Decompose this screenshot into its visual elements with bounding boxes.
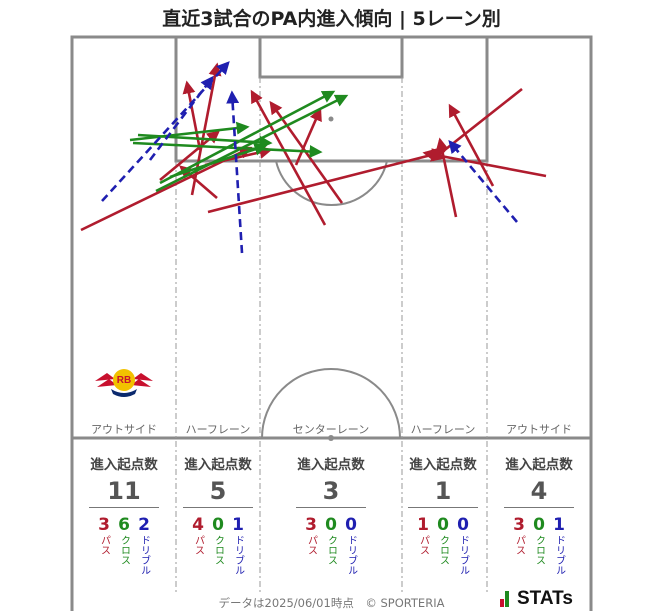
lane-name: アウトサイド (91, 423, 157, 436)
centre-circle (261, 368, 401, 439)
brand-logo: STATs (500, 588, 573, 610)
pass-arrow (182, 80, 202, 151)
cross-count: 0 クロス (529, 515, 549, 569)
dribble-count: 2 ドリブル (134, 515, 154, 579)
count-value: 1 (553, 515, 565, 535)
count-type-label: パス (98, 535, 110, 555)
stat-divider (504, 507, 574, 508)
pass-arrow (250, 89, 327, 226)
count-value: 0 (533, 515, 545, 535)
entry-count-label: 進入起点数 (90, 457, 158, 473)
dribble-arrow (448, 140, 518, 223)
count-type-label: パス (513, 535, 525, 555)
centre-spot (328, 435, 334, 441)
count-type-label: ドリブル (138, 535, 150, 575)
count-type-label: クロス (325, 535, 337, 565)
chart-title: 直近3試合のPA内進入傾向 | 5レーン別 (162, 8, 501, 30)
entry-count-total: 4 (530, 477, 548, 505)
stat-divider (89, 507, 159, 508)
cross-count: 6 クロス (114, 515, 134, 569)
penalty-spot (328, 116, 334, 122)
pass-arrows (80, 62, 547, 232)
entry-count-label: 進入起点数 (184, 457, 252, 473)
brand-mark-icon (500, 591, 512, 607)
count-value: 0 (345, 515, 357, 535)
cross-arrow (169, 143, 268, 179)
pass-count: 3 パス (509, 515, 529, 559)
dribble-arrow (148, 75, 214, 161)
count-value: 6 (118, 515, 130, 535)
count-type-label: パス (417, 535, 429, 555)
count-value: 0 (457, 515, 469, 535)
stat-divider (408, 507, 478, 508)
count-type-label: クロス (437, 535, 449, 565)
svg-text:RB: RB (117, 375, 131, 386)
pass-count: 1 パス (413, 515, 433, 559)
count-value: 3 (98, 515, 110, 535)
count-type-label: ドリブル (457, 535, 469, 575)
cross-count: 0 クロス (433, 515, 453, 569)
dribble-arrows (101, 61, 518, 254)
entry-count-total: 11 (107, 477, 141, 505)
dribble-arrow (226, 90, 244, 254)
stat-divider (296, 507, 366, 508)
pass-arrow (435, 137, 458, 218)
pass-arrow (448, 103, 495, 187)
pass-arrow (422, 148, 547, 178)
dribble-count: 0 ドリブル (453, 515, 473, 579)
count-value: 0 (437, 515, 449, 535)
cross-arrow (137, 133, 273, 149)
entry-count-label: 進入起点数 (505, 457, 573, 473)
entry-count-total: 3 (322, 477, 340, 505)
count-value: 3 (513, 515, 525, 535)
count-value: 2 (138, 515, 150, 535)
cross-arrow (159, 90, 336, 185)
pass-count: 3 パス (94, 515, 114, 559)
stat-divider (183, 507, 253, 508)
dribble-count: 1 ドリブル (549, 515, 569, 579)
entry-count-label: 進入起点数 (409, 457, 477, 473)
dribble-count: 0 ドリブル (341, 515, 361, 579)
cross-count: 0 クロス (208, 515, 228, 569)
lane-name: ハーフレーン (185, 423, 251, 436)
count-type-label: ドリブル (345, 535, 357, 575)
count-value: 3 (305, 515, 317, 535)
pass-arrow (207, 148, 446, 214)
lane-name: ハーフレーン (410, 423, 476, 436)
count-value: 0 (325, 515, 337, 535)
count-type-label: クロス (118, 535, 130, 565)
count-value: 4 (192, 515, 204, 535)
count-type-label: クロス (212, 535, 224, 565)
pass-count: 4 パス (188, 515, 208, 559)
count-type-label: ドリブル (232, 535, 244, 575)
entry-count-label: 進入起点数 (297, 457, 365, 473)
entry-count-total: 5 (209, 477, 227, 505)
count-type-label: ドリブル (553, 535, 565, 575)
penalty-arc (275, 160, 388, 206)
brand-name: STATs (517, 588, 573, 609)
dribble-count: 1 ドリブル (228, 515, 248, 579)
count-type-label: クロス (533, 535, 545, 565)
lane-name: センターレーン (292, 423, 370, 436)
cross-count: 0 クロス (321, 515, 341, 569)
count-value: 1 (232, 515, 244, 535)
entry-count-total: 1 (434, 477, 452, 505)
cross-arrow (129, 121, 250, 142)
team-logo: RB (95, 369, 153, 397)
count-value: 0 (212, 515, 224, 535)
count-type-label: パス (305, 535, 317, 555)
count-type-label: パス (192, 535, 204, 555)
dribble-arrow (101, 61, 230, 202)
pass-count: 3 パス (301, 515, 321, 559)
count-value: 1 (417, 515, 429, 535)
cross-arrow (155, 94, 349, 193)
cross-arrows (129, 90, 349, 193)
lane-name: アウトサイド (506, 423, 572, 436)
pass-arrow (429, 87, 523, 162)
goal-area (258, 35, 404, 79)
footer-note: データは2025/06/01時点 © SPORTERIA (218, 596, 445, 610)
pass-arrow (294, 107, 322, 166)
